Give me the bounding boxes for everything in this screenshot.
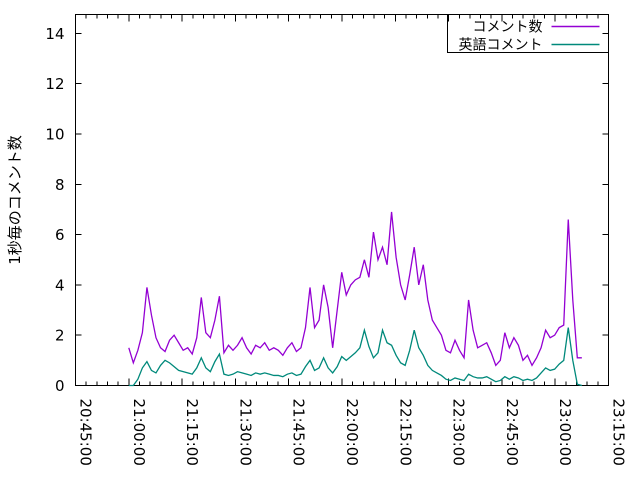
- series-line-comment-count: [128, 211, 582, 367]
- y-axis-title: 1秒毎のコメント数: [6, 135, 24, 265]
- y-axis-tick-label: 4: [55, 276, 65, 294]
- y-axis-tick-label: 0: [55, 377, 65, 395]
- x-axis-tick-label: 20:45:00: [77, 399, 95, 466]
- series-line-english-comment: [128, 327, 583, 387]
- x-axis-tick-label: 22:30:00: [450, 399, 468, 466]
- y-axis-tick-label: 10: [45, 125, 64, 143]
- y-axis-tick-label: 12: [45, 75, 64, 93]
- x-axis-tick-label: 21:30:00: [236, 399, 254, 466]
- data-series: [128, 211, 583, 387]
- x-axis-tick-label: 22:45:00: [503, 399, 521, 466]
- y-axis-tick-label: 2: [55, 327, 65, 345]
- y-axis-tick-label: 14: [45, 25, 64, 43]
- axes: [75, 14, 609, 386]
- x-axis-tick-label: 21:00:00: [130, 399, 148, 466]
- legend-label-english-comment: 英語コメント: [459, 37, 543, 54]
- x-axis-tick-label: 23:00:00: [556, 399, 574, 466]
- x-axis-tick-label: 22:00:00: [343, 399, 361, 466]
- x-axis-tick-label: 21:15:00: [183, 399, 201, 466]
- y-axis-tick-label: 6: [55, 226, 65, 244]
- legend-label-comment-count: コメント数: [473, 20, 543, 36]
- axis-labels: 0 2 4 6 8 10 12 14 20:45:00 21:00:00 21:15:00 21:30…: [6, 25, 628, 466]
- plot-frame: [75, 14, 609, 386]
- legend-box: [447, 14, 609, 53]
- y-axis-tick-label: 8: [55, 176, 65, 194]
- x-axis-tick-label: 22:15:00: [396, 399, 414, 466]
- x-axis-tick-label: 21:45:00: [290, 399, 308, 466]
- x-axis-tick-label: 23:15:00: [610, 399, 628, 466]
